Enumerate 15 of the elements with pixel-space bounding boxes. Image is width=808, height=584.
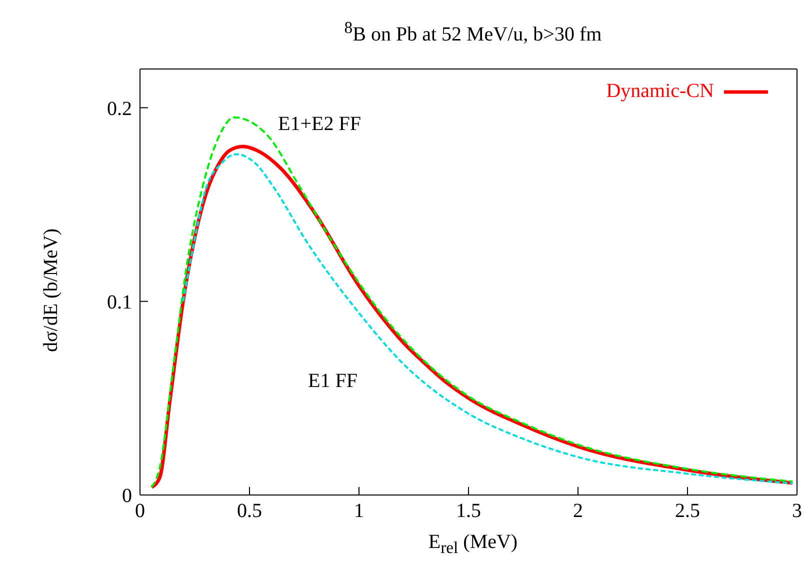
x-tick-label: 1.5 — [456, 500, 481, 522]
x-tick-label: 3 — [792, 500, 802, 522]
y-tick-label: 0.2 — [107, 98, 132, 120]
annotation: E1+E2 FF — [278, 113, 361, 136]
legend-label: Dynamic-CN — [606, 80, 714, 103]
y-tick-label: 0.1 — [107, 291, 132, 314]
x-tick-label: 2.5 — [675, 500, 700, 522]
chart-title: $^{8}$B on Pb at 52 MeV/u, b>30 fm — [343, 17, 603, 48]
annotation: E1 FF — [308, 370, 358, 393]
x-tick-label: 0.5 — [237, 500, 262, 522]
x-tick-label: 1 — [354, 500, 364, 522]
x-tick-label: 2 — [573, 500, 583, 522]
x-axis-title: E$_{rel}$ (MeV) — [427, 531, 519, 558]
y-axis-title: dσ/dE (b/MeV) — [40, 228, 62, 352]
y-tick-label: 0 — [122, 485, 132, 508]
